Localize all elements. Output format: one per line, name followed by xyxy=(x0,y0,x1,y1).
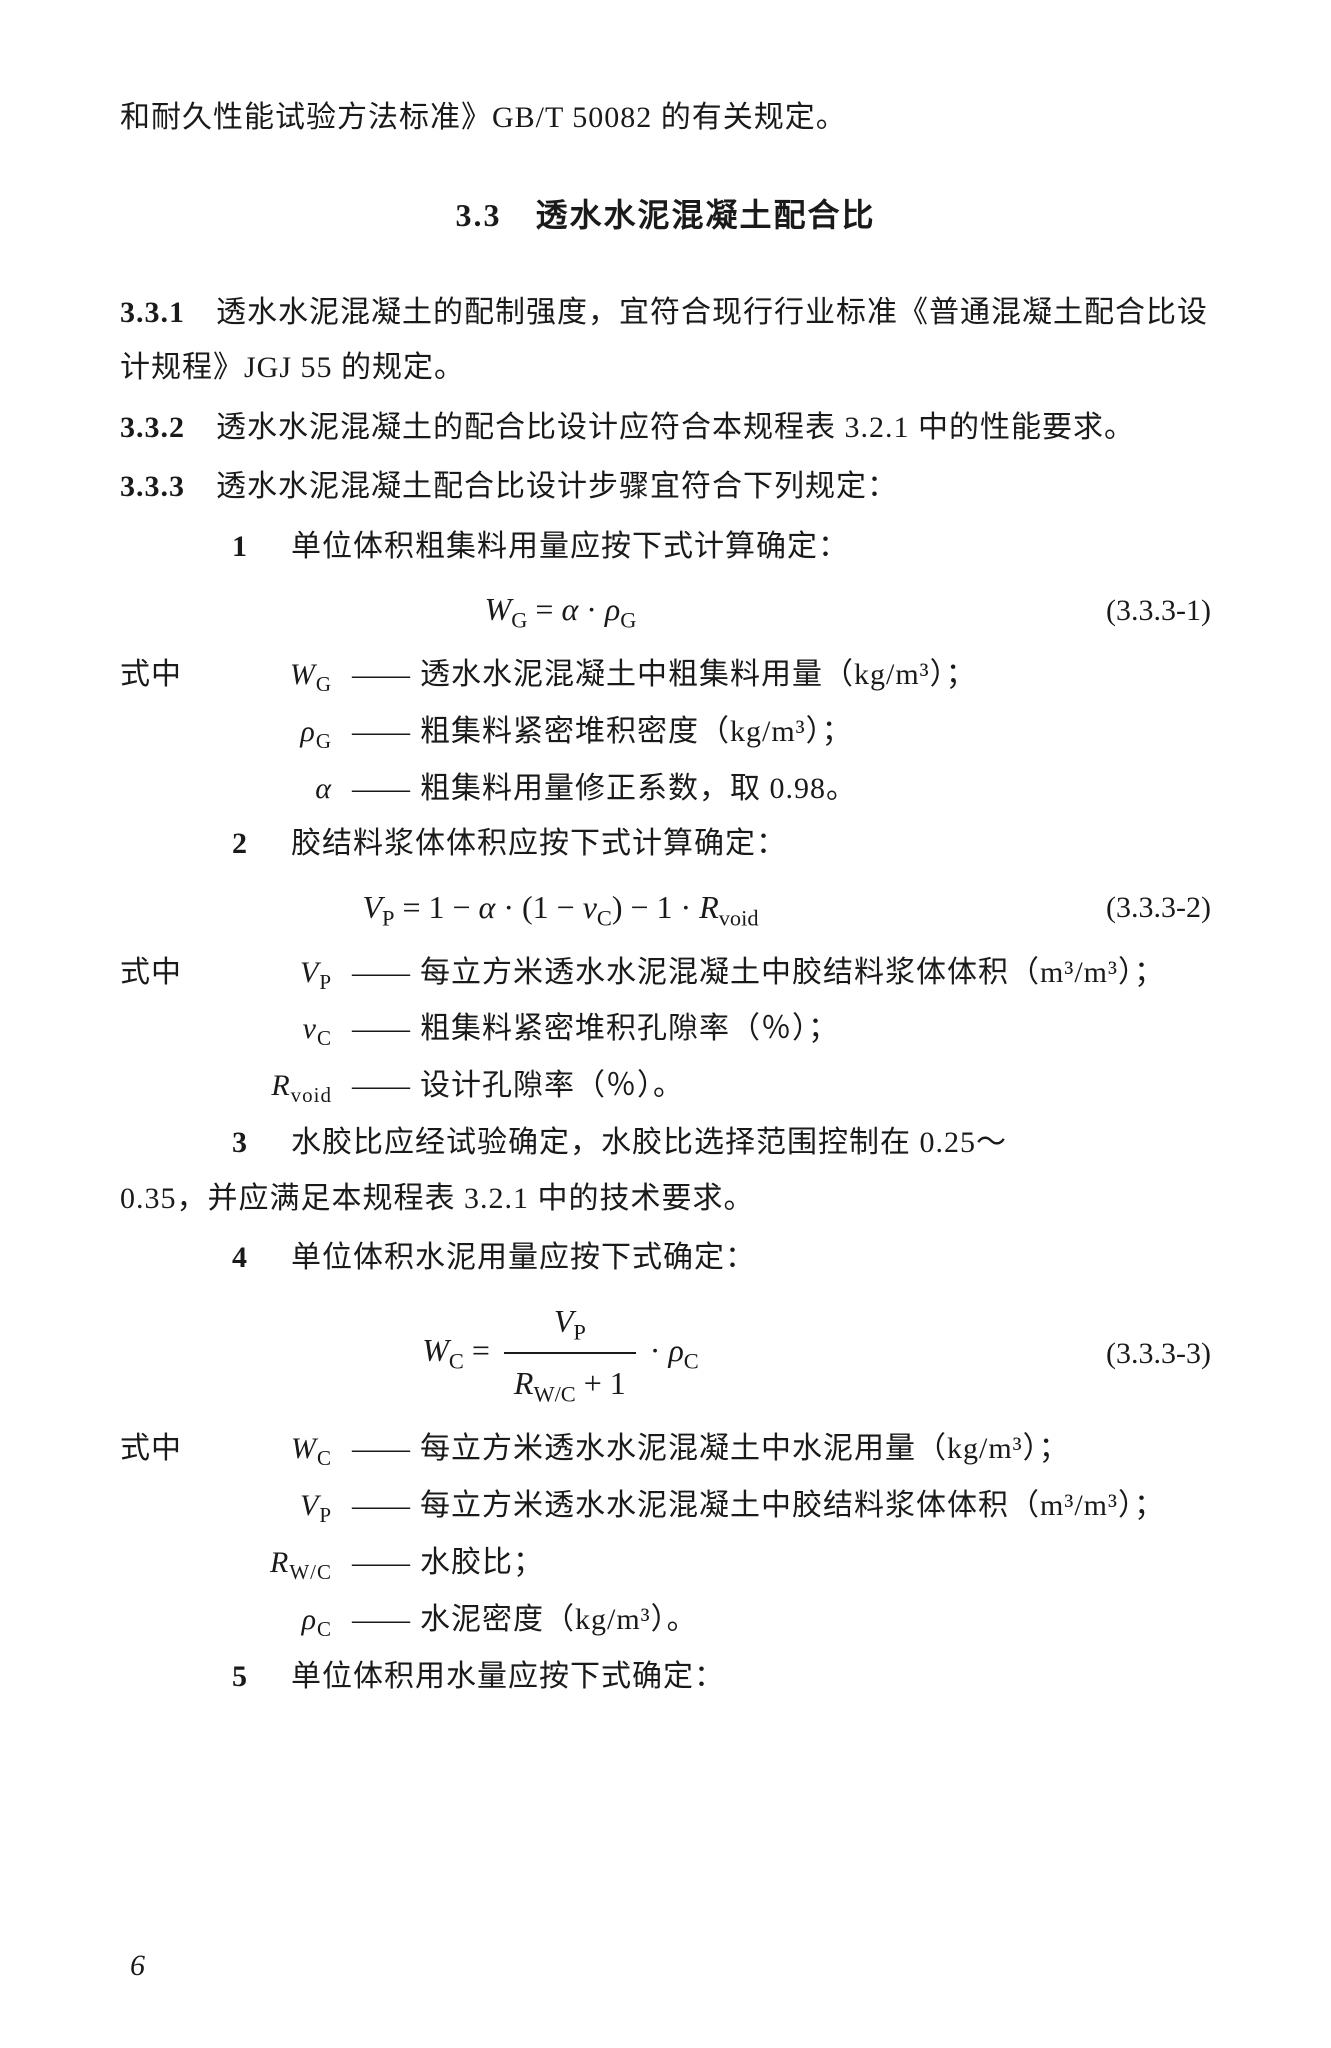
where-dash: —— xyxy=(340,945,420,1001)
where-symbol: RW/C xyxy=(220,1535,340,1592)
item-num: 2 xyxy=(220,816,260,872)
where-dash: —— xyxy=(340,1058,420,1114)
item-num: 1 xyxy=(220,519,260,575)
where-symbol: Rvoid xyxy=(220,1058,340,1115)
where-symbol: WC xyxy=(220,1421,340,1478)
formula-body: VP = 1 − α · (1 − νC) − 1 · Rvoid xyxy=(120,878,1001,939)
document-page: 和耐久性能试验方法标准》GB/T 50082 的有关规定。 3.3 透水水泥混凝… xyxy=(0,0,1331,2048)
where-desc: 每立方米透水水泥混凝土中胶结料浆体体积（m³/m³）； xyxy=(420,1478,1211,1534)
item-text: 胶结料浆体体积应按下式计算确定： xyxy=(260,827,787,860)
formula-body: WC = VPRW/C + 1 · ρC xyxy=(120,1292,1001,1416)
clause-3-3-3: 3.3.3 透水水泥混凝土配合比设计步骤宜符合下列规定： xyxy=(120,459,1211,515)
formula-2: VP = 1 − α · (1 − νC) − 1 · Rvoid (3.3.3… xyxy=(120,878,1211,939)
item-num: 4 xyxy=(220,1230,260,1286)
where-label: 式中 xyxy=(120,945,220,1001)
where-desc: 设计孔隙率（％）。 xyxy=(420,1058,1211,1114)
where-dash: —— xyxy=(340,1001,420,1057)
formula-tag: (3.3.3-3) xyxy=(1001,1326,1211,1382)
where-dash: —— xyxy=(340,1535,420,1591)
where-row: Rvoid —— 设计孔隙率（％）。 xyxy=(120,1058,1211,1115)
where-label: 式中 xyxy=(120,647,220,703)
where-row: RW/C —— 水胶比； xyxy=(120,1535,1211,1592)
where-desc: 透水水泥混凝土中粗集料用量（kg/m³）； xyxy=(420,647,1211,703)
item-text: 单位体积水泥用量应按下式确定： xyxy=(260,1241,756,1274)
formula-tag: (3.3.3-2) xyxy=(1001,880,1211,936)
item-4: 4 单位体积水泥用量应按下式确定： xyxy=(120,1230,1211,1286)
where-desc: 每立方米透水水泥混凝土中胶结料浆体体积（m³/m³）； xyxy=(420,945,1211,1001)
formula-tag: (3.3.3-1) xyxy=(1001,583,1211,639)
item-text: 单位体积粗集料用量应按下式计算确定： xyxy=(260,530,849,563)
clause-num: 3.3.3 xyxy=(120,470,185,503)
where-desc: 水泥密度（kg/m³）。 xyxy=(420,1592,1211,1648)
item-num: 5 xyxy=(220,1649,260,1705)
formula-3: WC = VPRW/C + 1 · ρC (3.3.3-3) xyxy=(120,1292,1211,1416)
item-3-cont: 0.35，并应满足本规程表 3.2.1 中的技术要求。 xyxy=(120,1171,1211,1227)
item-text: 水胶比应经试验确定，水胶比选择范围控制在 0.25～ xyxy=(260,1126,1007,1159)
item-5: 5 单位体积用水量应按下式确定： xyxy=(120,1649,1211,1705)
where-dash: —— xyxy=(340,647,420,703)
clause-text: 透水水泥混凝土的配制强度，宜符合现行行业标准《普通混凝土配合比设计规程》JGJ … xyxy=(120,296,1208,385)
where-symbol: ρC xyxy=(220,1592,340,1649)
where-desc: 水胶比； xyxy=(420,1535,1211,1591)
where-dash: —— xyxy=(340,1478,420,1534)
where-desc: 粗集料紧密堆积密度（kg/m³）； xyxy=(420,704,1211,760)
where-symbol: VP xyxy=(220,1478,340,1535)
where-desc: 每立方米透水水泥混凝土中水泥用量（kg/m³）； xyxy=(420,1421,1211,1477)
formula-body: WG = α · ρG xyxy=(120,580,1001,641)
item-text: 单位体积用水量应按下式确定： xyxy=(260,1660,725,1693)
where-row: ρC —— 水泥密度（kg/m³）。 xyxy=(120,1592,1211,1649)
intro-line: 和耐久性能试验方法标准》GB/T 50082 的有关规定。 xyxy=(120,90,1211,146)
where-symbol: α xyxy=(220,761,340,817)
clause-num: 3.3.1 xyxy=(120,296,185,329)
item-2: 2 胶结料浆体体积应按下式计算确定： xyxy=(120,816,1211,872)
where-dash: —— xyxy=(340,704,420,760)
item-1: 1 单位体积粗集料用量应按下式计算确定： xyxy=(120,519,1211,575)
where-symbol: VP xyxy=(220,945,340,1002)
where-row: 式中 VP —— 每立方米透水水泥混凝土中胶结料浆体体积（m³/m³）； xyxy=(120,945,1211,1002)
where-row: νC —— 粗集料紧密堆积孔隙率（％）； xyxy=(120,1001,1211,1058)
section-title: 透水水泥混凝土配合比 xyxy=(536,197,876,233)
where-row: α —— 粗集料用量修正系数，取 0.98。 xyxy=(120,761,1211,817)
where-row: 式中 WC —— 每立方米透水水泥混凝土中水泥用量（kg/m³）； xyxy=(120,1421,1211,1478)
where-desc: 粗集料用量修正系数，取 0.98。 xyxy=(420,761,1211,817)
clause-3-3-2: 3.3.2 透水水泥混凝土的配合比设计应符合本规程表 3.2.1 中的性能要求。 xyxy=(120,400,1211,456)
item-num: 3 xyxy=(220,1115,260,1171)
clause-text: 透水水泥混凝土的配合比设计应符合本规程表 3.2.1 中的性能要求。 xyxy=(185,411,1135,444)
item-3: 3 水胶比应经试验确定，水胶比选择范围控制在 0.25～ xyxy=(120,1115,1211,1171)
formula-1: WG = α · ρG (3.3.3-1) xyxy=(120,580,1211,641)
where-row: 式中 WG —— 透水水泥混凝土中粗集料用量（kg/m³）； xyxy=(120,647,1211,704)
where-desc: 粗集料紧密堆积孔隙率（％）； xyxy=(420,1001,1211,1057)
page-number: 6 xyxy=(130,1938,145,1994)
where-label: 式中 xyxy=(120,1421,220,1477)
where-row: ρG —— 粗集料紧密堆积密度（kg/m³）； xyxy=(120,704,1211,761)
where-dash: —— xyxy=(340,1421,420,1477)
clause-num: 3.3.2 xyxy=(120,411,185,444)
where-dash: —— xyxy=(340,1592,420,1648)
where-symbol: νC xyxy=(220,1001,340,1058)
where-symbol: ρG xyxy=(220,704,340,761)
section-number: 3.3 xyxy=(455,197,501,233)
where-row: VP —— 每立方米透水水泥混凝土中胶结料浆体体积（m³/m³）； xyxy=(120,1478,1211,1535)
where-dash: —— xyxy=(340,761,420,817)
clause-3-3-1: 3.3.1 透水水泥混凝土的配制强度，宜符合现行行业标准《普通混凝土配合比设计规… xyxy=(120,285,1211,396)
section-heading: 3.3 透水水泥混凝土配合比 xyxy=(120,186,1211,245)
where-symbol: WG xyxy=(220,647,340,704)
clause-text: 透水水泥混凝土配合比设计步骤宜符合下列规定： xyxy=(185,470,898,503)
